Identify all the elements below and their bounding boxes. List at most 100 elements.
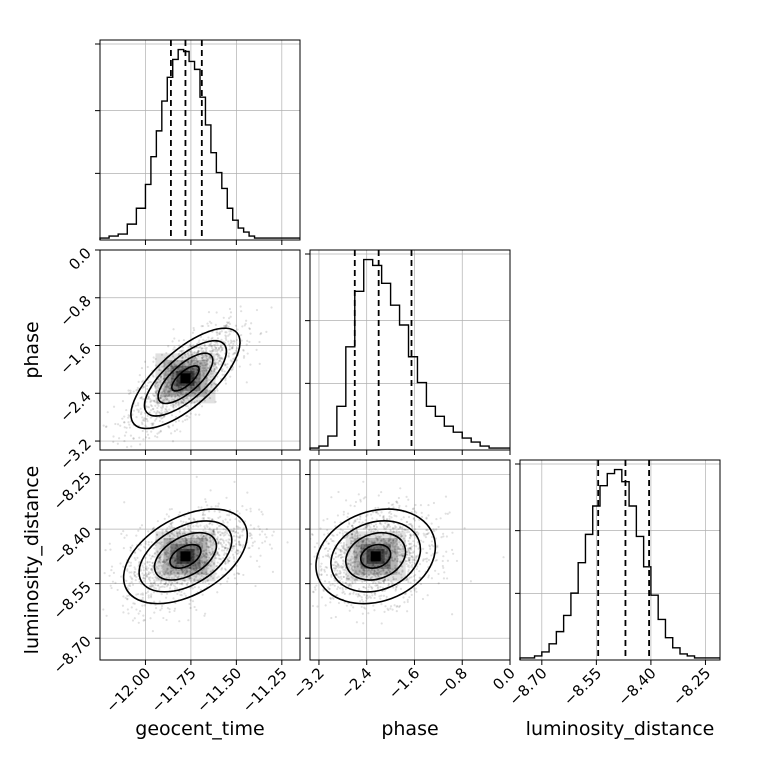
scatter-point [436, 544, 439, 547]
scatter-point [401, 569, 404, 572]
scatter-point [199, 541, 202, 544]
scatter-point [145, 436, 148, 439]
scatter-point [394, 540, 397, 543]
scatter-point [351, 581, 354, 584]
scatter-point [234, 349, 238, 352]
scatter-point [148, 584, 151, 588]
scatter-point [361, 558, 364, 561]
scatter-point [424, 536, 428, 539]
scatter-point [361, 557, 364, 560]
scatter-point [359, 547, 363, 550]
scatter-point [194, 373, 197, 376]
scatter-point [405, 505, 408, 508]
scatter-point [387, 544, 391, 547]
scatter-point [329, 584, 332, 587]
scatter-point [193, 586, 196, 589]
scatter-point [185, 539, 188, 542]
scatter-point [137, 621, 140, 624]
scatter-point [159, 582, 162, 585]
scatter-point [412, 507, 415, 510]
scatter-point [198, 541, 201, 544]
scatter-point [379, 563, 382, 566]
scatter-point [146, 384, 149, 387]
scatter-point [258, 533, 261, 536]
scatter-point [351, 533, 354, 536]
scatter-point [389, 544, 392, 547]
scatter-point [364, 572, 367, 576]
scatter-point [206, 390, 209, 393]
scatter-point [117, 437, 121, 440]
scatter-point [326, 554, 329, 558]
scatter-point [155, 533, 159, 536]
scatter-point [189, 571, 192, 574]
scatter-point [370, 530, 373, 533]
scatter-point [186, 569, 189, 572]
scatter-point [208, 522, 211, 526]
scatter-point [199, 588, 202, 591]
scatter-point [231, 360, 234, 363]
scatter-point [353, 549, 356, 552]
scatter-point [419, 582, 423, 586]
scatter-point [401, 550, 404, 553]
scatter-point [137, 548, 140, 551]
scatter-point [160, 394, 163, 398]
scatter-point [195, 568, 198, 572]
scatter-point [405, 495, 408, 498]
scatter-point [429, 547, 432, 551]
scatter-point [164, 582, 167, 585]
scatter-point [352, 606, 355, 609]
scatter-point [203, 562, 206, 565]
scatter-point [412, 544, 416, 547]
scatter-point [207, 516, 210, 520]
scatter-point [172, 348, 175, 351]
scatter-point [180, 400, 183, 403]
scatter-point [148, 554, 151, 557]
scatter-point [368, 524, 371, 527]
scatter-point [362, 553, 365, 556]
scatter-point [379, 535, 382, 538]
scatter-point [157, 583, 160, 587]
scatter-point [215, 367, 218, 370]
scatter-point [380, 545, 383, 548]
scatter-point [193, 578, 196, 581]
scatter-point [360, 605, 363, 609]
scatter-point [385, 595, 388, 598]
scatter-point [181, 390, 185, 393]
scatter-point [185, 548, 188, 551]
scatter-point [174, 405, 178, 408]
scatter-point [207, 551, 211, 554]
scatter-point [221, 538, 224, 541]
scatter-point [151, 576, 154, 580]
scatter-point [223, 546, 227, 549]
scatter-point [378, 522, 382, 525]
scatter-point [167, 574, 170, 577]
scatter-point [212, 529, 215, 533]
scatter-point [193, 605, 196, 609]
hist-panel-luminosity-distance [515, 460, 720, 660]
y-tick-label-phase: −2.4 [56, 387, 94, 425]
scatter-point [366, 557, 369, 560]
scatter-point [184, 539, 187, 542]
scatter-point [198, 559, 202, 562]
scatter-point [183, 579, 186, 582]
scatter-point [337, 601, 341, 605]
scatter-point [215, 353, 218, 356]
scatter-point [215, 565, 219, 568]
scatter-point [368, 549, 371, 552]
scatter-point [160, 580, 163, 583]
scatter-point [394, 587, 397, 591]
scatter-point [173, 574, 176, 577]
scatter-point [216, 357, 219, 360]
scatter-point [362, 569, 366, 572]
scatter-point [182, 367, 185, 370]
scatter-point [386, 552, 389, 555]
scatter-point [157, 578, 160, 581]
scatter-point [272, 530, 275, 533]
scatter-point [452, 552, 455, 555]
scatter-point [217, 557, 221, 560]
scatter-point [168, 576, 171, 579]
scatter-point [154, 387, 157, 390]
scatter-point [265, 527, 268, 531]
scatter-point [368, 558, 371, 561]
scatter-point [399, 533, 402, 536]
